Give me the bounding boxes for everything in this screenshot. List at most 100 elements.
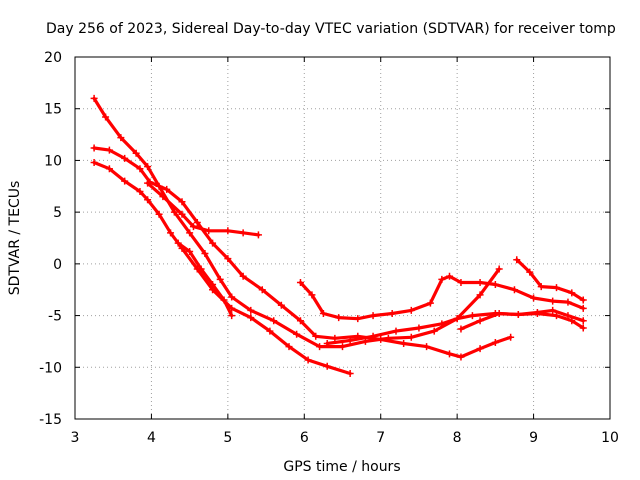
data-point [304,356,312,364]
data-point [346,336,354,344]
data-point [476,345,484,353]
data-point [377,335,385,343]
data-point [155,210,163,218]
data-point [178,198,186,206]
series-line [459,308,585,331]
series-track-4 [144,179,262,239]
data-point [446,272,453,280]
data-point [423,343,431,351]
data-point [144,163,152,171]
data-point [400,339,408,347]
data-point [415,324,423,332]
y-tick-label: 15 [44,102,62,118]
data-point [228,312,236,320]
data-point [346,369,354,377]
data-point [323,339,331,347]
data-point [136,165,144,173]
chart-title: Day 256 of 2023, Sidereal Day-to-day VTE… [46,21,616,37]
y-tick-label: 10 [44,153,62,169]
x-tick-label: 8 [453,430,462,446]
x-tick-label: 6 [300,430,309,446]
data-point [426,299,434,307]
data-point [224,227,232,235]
data-point [457,325,465,333]
data-point [296,317,304,325]
data-point [553,284,560,292]
series-track-8 [457,306,587,333]
data-point [438,275,446,283]
data-point [228,293,236,301]
data-point [579,304,587,312]
data-point [224,255,232,263]
data-point [549,297,557,305]
series-track-6 [296,272,587,323]
data-point [102,113,110,121]
data-point [277,301,285,309]
data-point [209,281,217,289]
series-line [92,96,501,349]
data-point [170,208,178,216]
data-point [579,324,587,332]
x-tick-label: 9 [529,430,538,446]
data-point [491,338,499,346]
data-point [369,332,377,340]
data-point [407,306,415,314]
data-point [331,334,339,342]
data-point [132,149,140,157]
data-point [216,275,224,283]
data-point [90,94,98,102]
data-point [105,165,113,173]
x-tick-label: 3 [71,430,80,446]
data-point [537,283,545,291]
data-point [144,196,152,204]
x-axis-label: GPS time / hours [283,459,400,475]
data-point [205,227,213,235]
data-point [453,315,461,323]
data-point [178,210,186,218]
data-point [270,317,278,325]
data-point [526,268,534,276]
data-point [247,306,255,314]
data-point [407,333,415,341]
data-point [549,306,557,314]
data-point [186,247,194,255]
grid [75,57,610,419]
data-point [507,333,515,341]
series-track-9 [513,256,587,304]
data-point [209,239,217,247]
data-point [530,294,538,302]
data-point [220,296,228,304]
data-point [468,312,476,320]
data-point [163,185,171,193]
data-point [174,239,182,247]
data-point [579,296,587,304]
data-point [121,177,129,185]
data-point [579,317,587,325]
data-point [533,308,541,316]
data-point [476,317,484,325]
data-point [476,291,484,299]
data-point [258,286,266,294]
y-tick-label: -15 [39,412,62,428]
data-point [568,289,576,297]
data-point [285,343,293,351]
data-point [339,343,346,351]
data-point [266,327,274,335]
data-point [319,310,327,318]
data-point [513,256,521,264]
plot-area [90,94,587,377]
data-point [239,229,247,237]
x-tick-label: 10 [601,430,619,446]
x-axis: 3 4 5 6 7 8 9 10 [71,57,619,446]
data-point [323,362,331,370]
data-point [247,314,255,322]
data-point [476,278,484,286]
data-point [90,158,98,166]
data-point [564,312,572,320]
data-point [197,265,205,273]
y-tick-label: -5 [48,309,62,325]
data-point [369,312,377,320]
series-track-5 [174,239,236,320]
data-point [491,281,499,289]
